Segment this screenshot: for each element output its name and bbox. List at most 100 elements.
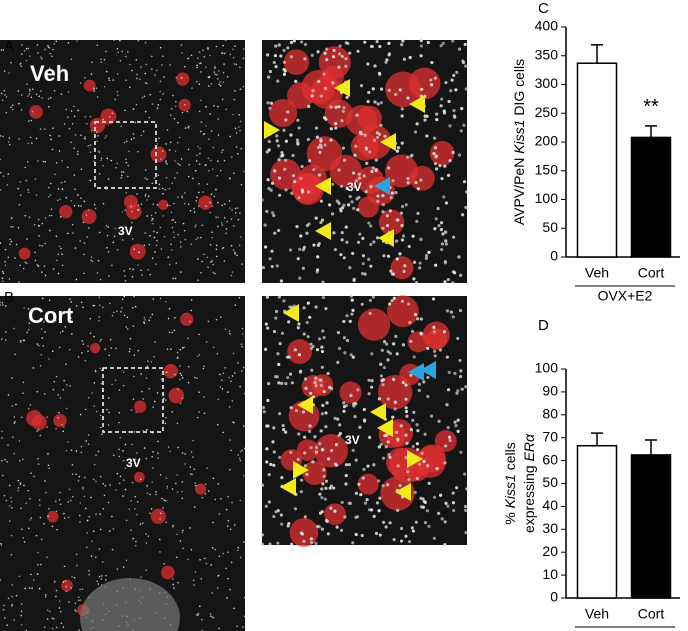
grain: [455, 486, 459, 490]
grain: [223, 52, 226, 55]
grain: [289, 40, 294, 45]
grain: [328, 486, 332, 490]
grain: [162, 55, 164, 58]
grain: [372, 514, 376, 518]
grain: [323, 51, 327, 55]
grain: [159, 80, 162, 83]
grain: [48, 186, 50, 189]
grain: [446, 277, 450, 282]
grain: [456, 389, 460, 393]
cell-signal: [89, 342, 101, 354]
arrowhead: [407, 450, 423, 468]
grain: [445, 355, 449, 359]
grain: [70, 317, 72, 319]
grain: [264, 504, 268, 508]
grain: [302, 539, 306, 543]
grain: [406, 96, 410, 100]
grain: [101, 433, 104, 435]
grain: [70, 200, 73, 202]
grain: [443, 542, 447, 547]
grain: [41, 271, 43, 273]
grain: [322, 72, 326, 76]
grain: [116, 90, 119, 93]
grain: [198, 391, 200, 393]
grain: [453, 420, 457, 424]
grain: [76, 564, 78, 567]
grain: [193, 468, 196, 470]
grain: [463, 472, 467, 476]
grain: [314, 126, 319, 130]
grain: [388, 455, 392, 459]
grain: [277, 193, 282, 197]
grain: [104, 185, 107, 188]
grain: [337, 52, 342, 56]
grain: [93, 89, 96, 91]
grain: [435, 118, 439, 122]
grain: [92, 87, 95, 90]
grain: [369, 508, 374, 512]
grain: [286, 376, 290, 380]
grain: [19, 482, 22, 484]
grain: [231, 375, 234, 377]
grain: [272, 426, 276, 430]
grain: [394, 334, 398, 338]
grain: [109, 338, 112, 341]
grain: [108, 275, 110, 277]
grain: [180, 77, 183, 79]
grain: [287, 320, 291, 324]
grain: [98, 304, 101, 306]
grain: [146, 178, 148, 181]
grain: [137, 150, 139, 153]
grain: [79, 521, 81, 523]
grain: [300, 40, 304, 44]
grain: [155, 263, 157, 265]
grain: [433, 227, 437, 231]
grain: [130, 138, 133, 141]
arrowhead: [315, 222, 331, 240]
grain: [272, 329, 277, 334]
grain: [173, 177, 176, 179]
grain: [292, 39, 296, 43]
grain: [366, 464, 370, 468]
grain: [402, 269, 406, 273]
grain: [198, 110, 201, 113]
grain: [36, 430, 38, 432]
grain: [239, 499, 242, 502]
grain: [34, 251, 36, 254]
arrowhead: [283, 304, 299, 322]
grain: [311, 89, 315, 93]
grain: [116, 568, 119, 570]
grain: [163, 563, 165, 565]
grain: [199, 99, 202, 102]
grain: [151, 455, 153, 458]
grain: [186, 110, 189, 113]
grain: [50, 208, 53, 211]
grain: [63, 512, 65, 515]
grain: [198, 205, 200, 207]
grain: [52, 617, 55, 620]
grain: [210, 82, 213, 85]
grain: [154, 74, 156, 76]
grain: [264, 322, 268, 326]
grain: [198, 411, 200, 413]
grain: [229, 135, 231, 138]
grain: [367, 392, 371, 396]
grain: [47, 98, 50, 100]
grain: [286, 110, 290, 114]
grain: [0, 542, 2, 545]
grain: [288, 372, 293, 376]
grain: [98, 231, 101, 234]
grain: [141, 96, 144, 99]
grain: [231, 209, 233, 211]
grain: [98, 150, 100, 152]
grain: [94, 207, 97, 210]
grain: [21, 53, 23, 56]
grain: [110, 159, 113, 162]
grain: [231, 400, 234, 402]
grain: [444, 80, 448, 85]
grain: [375, 501, 380, 505]
grain: [319, 199, 323, 203]
grain: [407, 302, 411, 306]
grain: [359, 492, 363, 497]
grain: [62, 626, 65, 628]
